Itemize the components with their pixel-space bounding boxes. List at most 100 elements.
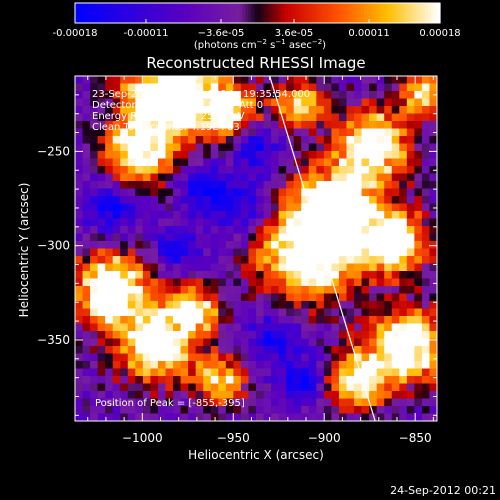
heatmap-cell [112,218,121,227]
heatmap-cell [218,83,227,92]
heatmap-cell [218,203,227,212]
heatmap-cell [308,158,317,167]
heatmap-cell [75,106,84,114]
heatmap-cell [75,286,84,294]
heatmap-cell [399,91,408,99]
heatmap-cell [361,271,370,279]
heatmap-cell [286,173,295,182]
heatmap-cell [421,106,430,114]
heatmap-cell [248,121,257,129]
heatmap-cell [331,113,340,122]
heatmap-cell [210,263,219,272]
heatmap-cell [180,338,189,347]
heatmap-cell [429,331,437,339]
heatmap-cell [301,406,310,414]
heatmap-cell [82,181,91,189]
heatmap-cell [210,211,219,219]
heatmap-cell [90,391,99,399]
heatmap-cell [361,76,370,84]
heatmap-cell [82,383,91,392]
heatmap-cell [165,218,174,227]
heatmap-cell [361,143,370,152]
heatmap-cell [240,413,249,421]
heatmap-cell [429,353,437,362]
heatmap-cell [286,361,295,369]
heatmap-cell [316,278,325,287]
heatmap-cell [150,278,159,287]
heatmap-cell [301,383,310,392]
heatmap-cell [384,143,393,152]
heatmap-cell [248,233,257,242]
heatmap-cell [361,413,370,421]
heatmap-cell [316,83,325,92]
heatmap-cell [105,181,114,189]
heatmap-cell [165,361,174,369]
heatmap-cell [97,158,106,167]
heatmap-cell [263,188,272,197]
heatmap-cell [97,226,106,234]
heatmap-cell [150,398,159,407]
heatmap-cell [338,316,347,324]
heatmap-cell [135,166,144,174]
heatmap-cell [127,188,136,197]
heatmap-cell [391,271,400,279]
heatmap-cell [369,91,378,99]
heatmap-cell [414,91,423,99]
heatmap-cell [414,316,423,324]
heatmap-cell [406,76,415,84]
heatmap-cell [75,368,84,377]
y-tick-label: −350 [37,333,70,347]
colorbar-cell [421,3,426,23]
heatmap-cell [203,271,212,279]
colorbar-cell [339,3,344,23]
heatmap-cell [165,211,174,219]
heatmap-cell [361,346,370,354]
heatmap-cell [210,278,219,287]
heatmap-cell [82,248,91,257]
heatmap-cell [248,106,257,114]
heatmap-cell [414,338,423,347]
heatmap-cell [301,226,310,234]
heatmap-cell [218,308,227,317]
heatmap-cell [105,121,114,129]
annotation-detectors: Detectors: 3F 5F 6F 7F 8F 9F Att 0 [92,100,263,111]
heatmap-cell [391,83,400,92]
heatmap-cell [391,323,400,332]
heatmap-cell [414,383,423,392]
heatmap-cell [225,211,234,219]
heatmap-cell [376,196,385,204]
heatmap-cell [173,128,182,137]
heatmap-cell [369,211,378,219]
heatmap-cell [218,406,227,414]
heatmap-cell [195,203,204,212]
heatmap-cell [293,203,302,212]
heatmap-cell [233,83,242,92]
heatmap-cell [248,323,257,332]
heatmap-cell [248,181,257,189]
heatmap-cell [225,293,234,302]
heatmap-cell [323,301,332,309]
heatmap-cell [331,136,340,144]
heatmap-cell [354,211,363,219]
heatmap-cell [120,233,129,242]
heatmap-cell [263,316,272,324]
heatmap-cell [376,121,385,129]
heatmap-cell [112,346,121,354]
heatmap-cell [165,406,174,414]
heatmap-cell [286,233,295,242]
heatmap-cell [301,278,310,287]
plot-frame [74,75,438,422]
heatmap-cell [112,226,121,234]
heatmap-cell [421,83,430,92]
heatmap-cell [354,218,363,227]
colorbar-cell [132,3,137,23]
heatmap-cell [384,76,393,84]
heatmap-cell [346,346,355,354]
heatmap-cell [150,143,159,152]
heatmap-cell [195,398,204,407]
heatmap-cell [105,211,114,219]
heatmap-cell [421,211,430,219]
heatmap-cell [278,203,287,212]
heatmap-cell [248,83,257,92]
heatmap-cell [391,166,400,174]
